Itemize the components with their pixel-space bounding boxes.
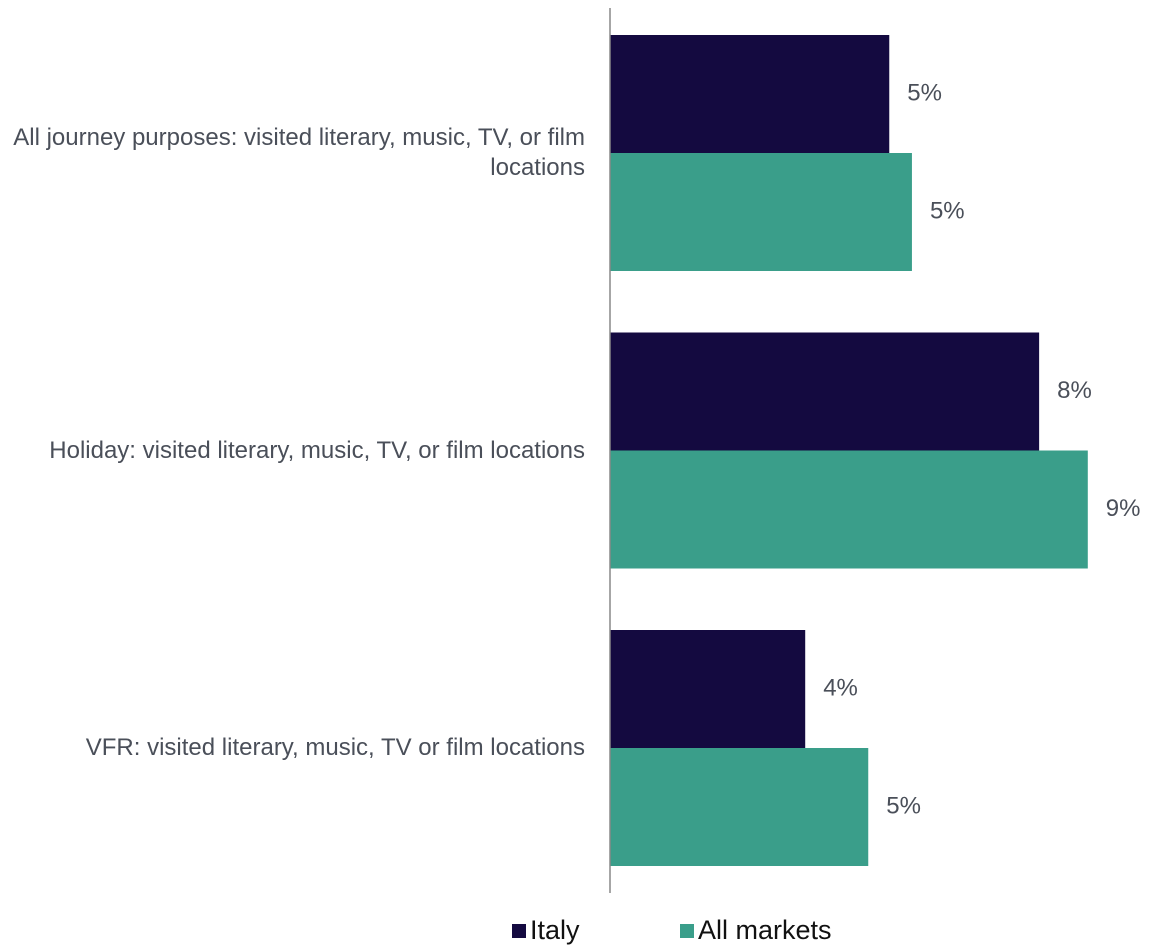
category-label: All journey purposes: visited literary, … xyxy=(13,124,585,181)
bar xyxy=(610,153,912,271)
category-label: VFR: visited literary, music, TV or film… xyxy=(85,734,585,761)
value-label: 5% xyxy=(930,197,965,224)
legend-swatch xyxy=(512,924,526,938)
bar xyxy=(610,332,1040,451)
category-label: Holiday: visited literary, music, TV, or… xyxy=(49,436,585,464)
legend-swatch xyxy=(680,924,694,938)
bar xyxy=(610,35,890,153)
value-label: 5% xyxy=(886,792,921,819)
bar xyxy=(610,748,869,866)
legend-label: All markets xyxy=(698,915,832,945)
value-label: 4% xyxy=(823,674,858,701)
bar xyxy=(610,630,806,748)
value-label: 9% xyxy=(1106,495,1141,522)
legend-label: Italy xyxy=(530,915,580,945)
value-label: 8% xyxy=(1057,377,1092,404)
bar xyxy=(610,450,1088,569)
value-label: 5% xyxy=(907,79,942,106)
